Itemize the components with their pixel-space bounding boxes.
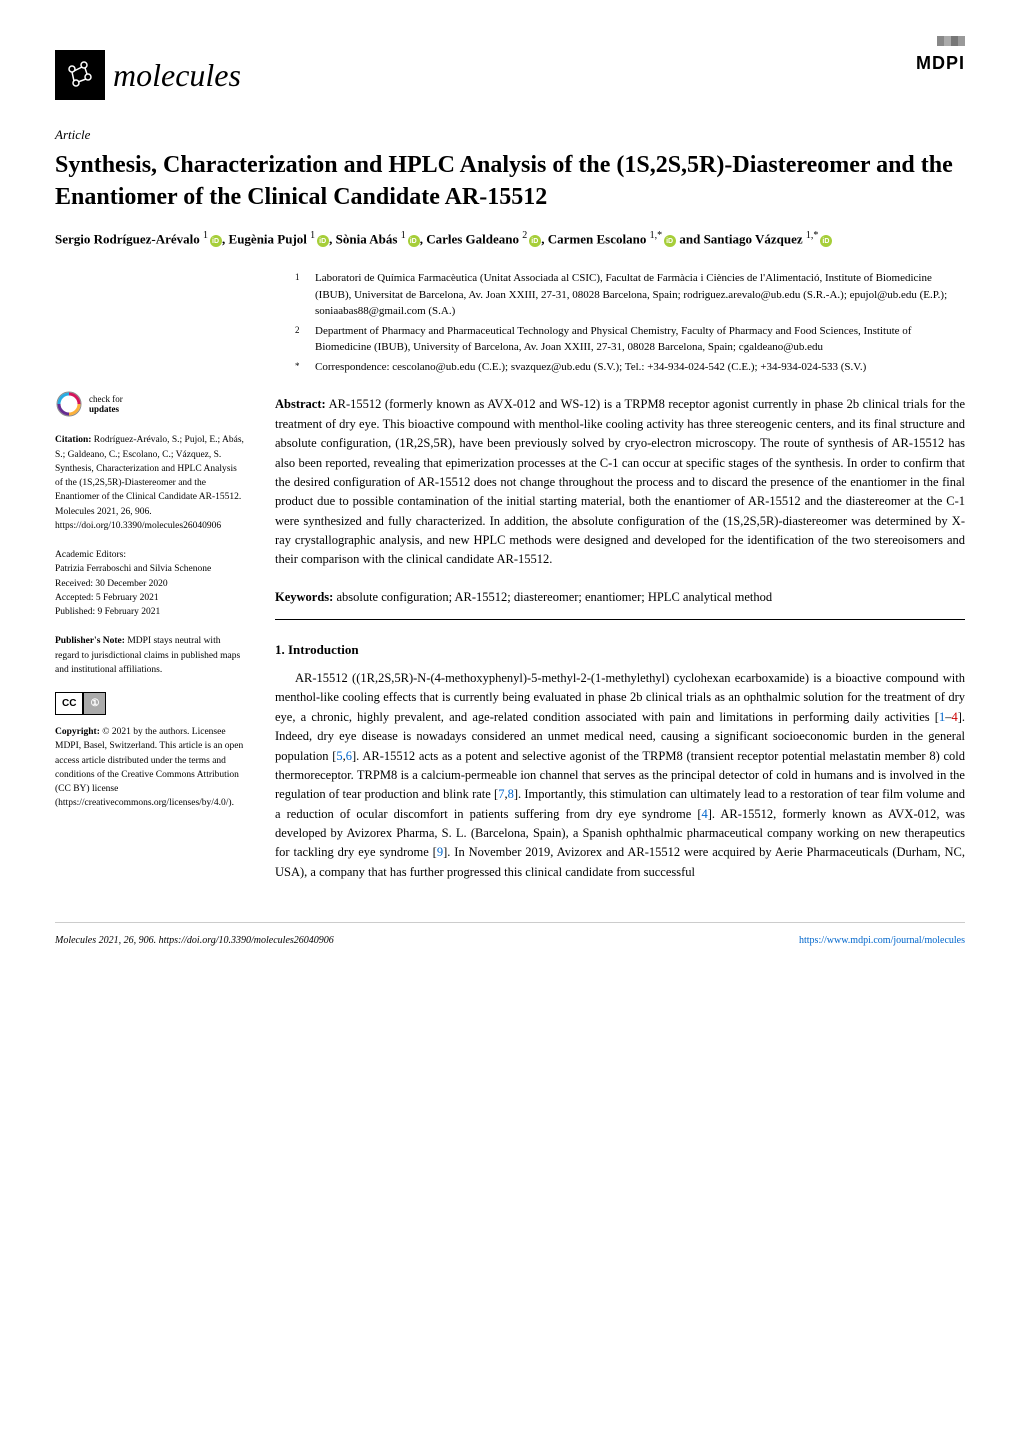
journal-link[interactable]: https://www.mdpi.com/journal/molecules: [799, 935, 965, 946]
editors-label: Academic Editors:: [55, 548, 245, 562]
article-title: Synthesis, Characterization and HPLC Ana…: [55, 149, 965, 214]
footer-citation: Molecules 2021, 26, 906. https://doi.org…: [55, 933, 334, 948]
cc-icon: CC: [55, 692, 83, 715]
molecules-icon: [55, 50, 105, 100]
accepted-date: Accepted: 5 February 2021: [55, 591, 245, 605]
affil-marker: 2: [295, 323, 305, 356]
sidebar: check forupdates Citation: Rodríguez-Aré…: [55, 270, 245, 882]
publishers-note-label: Publisher's Note:: [55, 636, 125, 646]
section-heading: 1. Introduction: [275, 640, 965, 660]
mdpi-logo: MDPI: [916, 50, 965, 77]
copyright-block: Copyright: © 2021 by the authors. Licens…: [55, 725, 245, 811]
page-header: molecules MDPI: [55, 50, 965, 100]
affiliation-item: 1Laboratori de Química Farmacèutica (Uni…: [295, 270, 965, 320]
affil-marker: *: [295, 359, 305, 376]
editors-names: Patrizia Ferraboschi and Silvia Schenone: [55, 562, 245, 576]
check-updates-text: check forupdates: [89, 394, 123, 416]
affiliations-list: 1Laboratori de Química Farmacèutica (Uni…: [275, 270, 965, 375]
publishers-note-block: Publisher's Note: MDPI stays neutral wit…: [55, 634, 245, 677]
affiliation-item: * Correspondence: cescolano@ub.edu (C.E.)…: [295, 359, 965, 376]
received-date: Received: 30 December 2020: [55, 577, 245, 591]
page-footer: Molecules 2021, 26, 906. https://doi.org…: [55, 922, 965, 948]
check-updates-badge[interactable]: check forupdates: [55, 390, 245, 418]
keywords-text: absolute configuration; AR-15512; diaste…: [336, 590, 772, 604]
affil-marker: 1: [295, 270, 305, 320]
keywords: Keywords: absolute configuration; AR-155…: [275, 588, 965, 607]
divider: [275, 619, 965, 620]
citation-label: Citation:: [55, 435, 91, 445]
article-type: Article: [55, 125, 965, 145]
journal-logo: molecules: [55, 50, 241, 100]
cc-license-badge[interactable]: CC ①: [55, 692, 245, 715]
affil-text: Correspondence: cescolano@ub.edu (C.E.);…: [315, 359, 866, 376]
editors-block: Academic Editors: Patrizia Ferraboschi a…: [55, 548, 245, 619]
by-icon: ①: [83, 692, 106, 715]
citation-block: Citation: Rodríguez-Arévalo, S.; Pujol, …: [55, 433, 245, 533]
citation-text: Rodríguez-Arévalo, S.; Pujol, E.; Abás, …: [55, 435, 244, 531]
copyright-label: Copyright:: [55, 727, 100, 737]
abstract-label: Abstract:: [275, 397, 326, 411]
authors-list: Sergio Rodríguez-Arévalo 1, Eugènia Pujo…: [55, 228, 965, 250]
published-date: Published: 9 February 2021: [55, 605, 245, 619]
check-updates-icon: [55, 390, 83, 418]
keywords-label: Keywords:: [275, 590, 333, 604]
abstract: Abstract: AR-15512 (formerly known as AV…: [275, 395, 965, 569]
journal-name: molecules: [113, 51, 241, 99]
footer-url[interactable]: https://www.mdpi.com/journal/molecules: [799, 933, 965, 948]
introduction-text: AR-15512 ((1R,2S,5R)-N-(4-methoxyphenyl)…: [275, 669, 965, 882]
affil-text: Laboratori de Química Farmacèutica (Unit…: [315, 270, 965, 320]
abstract-text: AR-15512 (formerly known as AVX-012 and …: [275, 397, 965, 566]
affiliation-item: 2 Department of Pharmacy and Pharmaceutic…: [295, 323, 965, 356]
copyright-text: © 2021 by the authors. Licensee MDPI, Ba…: [55, 727, 243, 808]
main-content: 1Laboratori de Química Farmacèutica (Uni…: [275, 270, 965, 882]
affil-text: Department of Pharmacy and Pharmaceutica…: [315, 323, 965, 356]
